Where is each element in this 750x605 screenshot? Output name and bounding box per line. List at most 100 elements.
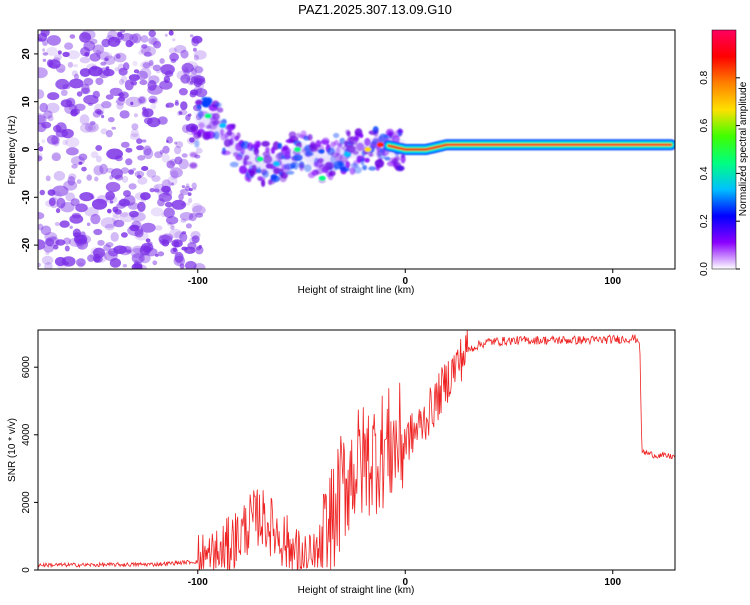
noise-blob: [125, 147, 133, 153]
noise-blob: [64, 245, 70, 252]
noise-blob: [40, 225, 52, 236]
ridge-blob: [189, 162, 198, 169]
noise-blob: [97, 239, 105, 246]
noise-blob: [141, 44, 148, 49]
noise-blob: [46, 35, 61, 46]
noise-blob: [138, 96, 146, 104]
noise-blob: [170, 182, 174, 186]
noise-blob: [139, 67, 152, 79]
noise-blob: [114, 174, 124, 181]
noise-blob: [159, 234, 163, 239]
signal-ridge: [189, 96, 675, 187]
noise-blob: [141, 109, 150, 118]
ridge-blob: [265, 147, 270, 153]
top-y-tick-label: -20: [21, 237, 32, 252]
noise-blob: [107, 117, 115, 123]
noise-blob: [81, 30, 96, 40]
noise-blob: [74, 103, 86, 112]
noise-blob: [147, 80, 157, 91]
noise-blob: [163, 207, 175, 219]
noise-blob: [190, 68, 197, 76]
noise-blob: [41, 121, 52, 129]
noise-blob: [130, 129, 139, 138]
noise-blob: [166, 136, 174, 144]
noise-blob: [120, 141, 130, 148]
ridge-blob: [256, 140, 261, 148]
noise-blob: [79, 56, 91, 64]
noise-blob: [120, 212, 129, 218]
noise-blob: [122, 264, 128, 268]
noise-blob: [180, 101, 188, 111]
noise-blob: [63, 180, 78, 191]
noise-blob: [180, 49, 189, 59]
noise-blob: [60, 99, 73, 108]
noise-blob: [174, 156, 183, 165]
noise-blob: [149, 98, 156, 104]
noise-blob: [164, 33, 168, 37]
noise-blob: [57, 50, 62, 55]
noise-blob: [38, 89, 45, 99]
noise-blob: [69, 34, 76, 39]
noise-blob: [169, 167, 183, 178]
noise-blob: [99, 51, 113, 61]
noise-blob: [52, 185, 69, 197]
noise-blob: [120, 30, 126, 33]
noise-blob: [113, 52, 127, 63]
ridge-blob: [280, 172, 289, 179]
noise-blob: [45, 175, 51, 182]
noise-blob: [132, 60, 138, 67]
ridge-blob: [303, 164, 312, 173]
noise-blob: [159, 238, 167, 245]
noise-blob: [142, 62, 151, 69]
noise-blob: [170, 225, 175, 230]
ridge-blob: [384, 156, 391, 161]
ridge-blob: [221, 150, 232, 156]
ridge-blob: [374, 159, 385, 168]
noise-blob: [60, 89, 68, 97]
noise-blob: [130, 101, 134, 106]
bottom-x-tick-label: 100: [604, 577, 621, 588]
top-x-tick-label: 0: [402, 276, 408, 287]
noise-blob: [178, 193, 184, 201]
noise-blob: [187, 192, 192, 197]
noise-blob: [115, 100, 120, 104]
noise-blob: [105, 129, 113, 138]
noise-blob: [132, 33, 142, 44]
ridge-blob: [333, 132, 340, 139]
noise-blob: [136, 174, 142, 179]
colorbar-tick-label: 0.8: [699, 70, 710, 84]
noise-blob: [191, 182, 197, 190]
noise-blob: [168, 47, 177, 54]
noise-blob: [140, 35, 149, 43]
noise-blob: [94, 252, 107, 263]
noise-blob: [140, 192, 151, 201]
noise-blob: [60, 202, 75, 213]
noise-blob: [195, 147, 203, 154]
noise-blob: [154, 185, 160, 189]
noise-blob: [58, 68, 65, 74]
noise-blob: [114, 67, 119, 72]
noise-blob: [185, 202, 190, 206]
noise-blob: [62, 139, 68, 146]
noise-blob: [161, 185, 171, 193]
noise-blob: [137, 155, 146, 161]
noise-blob: [42, 42, 47, 47]
noise-blob: [180, 218, 187, 223]
noise-blob: [125, 96, 142, 108]
noise-blob: [187, 197, 193, 204]
noise-blob: [101, 114, 105, 119]
noise-blob: [171, 239, 183, 248]
noise-blob: [183, 68, 190, 76]
noise-blob: [141, 139, 147, 143]
ridge-hotspot: [364, 147, 372, 152]
noise-blob: [38, 146, 44, 152]
noise-blob: [55, 208, 61, 214]
noise-blob: [89, 53, 101, 62]
top-y-tick-label: 0: [21, 146, 32, 152]
noise-blob: [107, 209, 111, 213]
noise-blob: [51, 135, 60, 145]
noise-blob: [119, 110, 130, 119]
noise-blob: [143, 51, 152, 57]
noise-blob: [139, 79, 148, 86]
ridge-blob: [190, 125, 197, 132]
